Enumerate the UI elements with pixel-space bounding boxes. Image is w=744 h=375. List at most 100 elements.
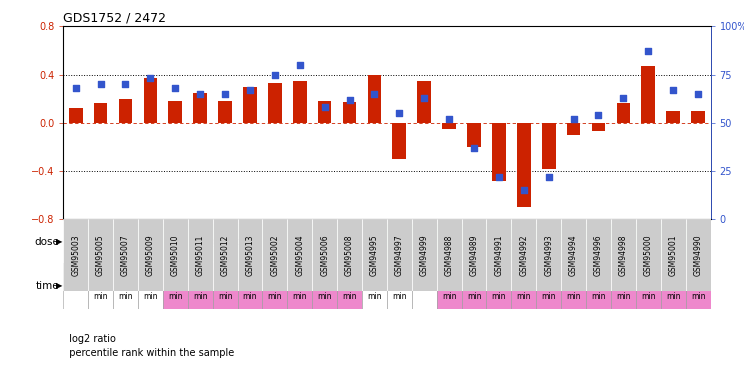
Point xyxy=(568,116,580,122)
Bar xyxy=(187,26,213,219)
Point xyxy=(468,145,480,151)
Text: 180: 180 xyxy=(641,273,655,282)
Point xyxy=(294,62,306,68)
Text: GSM95000: GSM95000 xyxy=(644,234,652,276)
Text: 2 g/L glucose: 2 g/L glucose xyxy=(499,237,574,247)
Text: GSM94991: GSM94991 xyxy=(495,234,504,276)
Bar xyxy=(437,262,461,309)
Point xyxy=(642,48,654,54)
Text: 5: 5 xyxy=(397,273,402,282)
Point xyxy=(170,85,182,91)
Text: min: min xyxy=(492,292,506,301)
Text: 10: 10 xyxy=(170,273,180,282)
Point xyxy=(543,174,555,180)
Text: GSM95013: GSM95013 xyxy=(246,234,254,276)
Bar xyxy=(63,262,88,309)
Bar xyxy=(237,262,263,309)
Text: 150: 150 xyxy=(342,273,357,282)
Bar xyxy=(461,26,487,219)
Bar xyxy=(343,102,356,123)
Text: min: min xyxy=(143,292,158,301)
Text: log2 ratio: log2 ratio xyxy=(63,334,116,344)
Text: min: min xyxy=(641,292,655,301)
Bar xyxy=(113,262,138,309)
Bar xyxy=(411,219,437,291)
Bar xyxy=(113,219,138,291)
Text: GSM95010: GSM95010 xyxy=(171,234,180,276)
Bar xyxy=(437,26,461,219)
Bar xyxy=(138,26,163,219)
Bar xyxy=(287,262,312,309)
Bar xyxy=(417,81,431,123)
Point xyxy=(269,72,280,78)
Text: ▶: ▶ xyxy=(56,281,62,290)
Bar xyxy=(667,111,680,123)
Point xyxy=(344,97,356,103)
Bar xyxy=(387,26,411,219)
Bar xyxy=(636,26,661,219)
Text: GSM95001: GSM95001 xyxy=(669,234,678,276)
Point xyxy=(443,116,455,122)
Bar xyxy=(213,219,237,291)
Bar xyxy=(63,223,362,261)
Point xyxy=(518,188,530,194)
Bar xyxy=(168,101,182,123)
Text: GSM95004: GSM95004 xyxy=(295,234,304,276)
Text: min: min xyxy=(93,292,108,301)
Bar xyxy=(536,26,561,219)
Point xyxy=(318,104,330,110)
Bar xyxy=(617,104,630,123)
Text: min: min xyxy=(118,292,132,301)
Text: min: min xyxy=(666,292,681,301)
Text: min: min xyxy=(591,292,606,301)
Bar xyxy=(511,26,536,219)
Bar xyxy=(661,219,686,291)
Text: min: min xyxy=(616,292,631,301)
Bar xyxy=(691,111,705,123)
Bar xyxy=(213,26,237,219)
Bar xyxy=(536,219,561,291)
Text: GSM94995: GSM94995 xyxy=(370,234,379,276)
Point xyxy=(618,95,629,101)
Text: min: min xyxy=(243,292,257,301)
Bar xyxy=(88,219,113,291)
Bar xyxy=(187,262,213,309)
Point xyxy=(244,87,256,93)
Text: 45: 45 xyxy=(270,273,280,282)
Bar xyxy=(268,83,282,123)
Bar xyxy=(641,66,655,123)
Text: min: min xyxy=(442,292,456,301)
Bar xyxy=(337,219,362,291)
Text: GSM95008: GSM95008 xyxy=(345,234,354,276)
Text: min: min xyxy=(368,292,382,301)
Bar xyxy=(118,99,132,123)
Bar xyxy=(487,26,511,219)
Bar xyxy=(611,262,636,309)
Text: min: min xyxy=(691,292,705,301)
Point xyxy=(692,91,704,97)
Text: GSM95011: GSM95011 xyxy=(196,234,205,276)
Point xyxy=(144,75,156,81)
Point xyxy=(94,81,106,87)
Bar xyxy=(686,26,711,219)
Bar xyxy=(437,219,461,291)
Point xyxy=(120,81,132,87)
Text: GDS1752 / 2472: GDS1752 / 2472 xyxy=(63,11,166,24)
Text: 20: 20 xyxy=(494,273,504,282)
Text: 120: 120 xyxy=(318,273,332,282)
Text: 6: 6 xyxy=(123,273,128,282)
Text: GSM94994: GSM94994 xyxy=(569,234,578,276)
Bar xyxy=(411,26,437,219)
Bar xyxy=(591,123,606,131)
Bar xyxy=(144,78,157,123)
Text: GSM95007: GSM95007 xyxy=(121,234,130,276)
Bar xyxy=(492,123,506,181)
Bar xyxy=(611,219,636,291)
Text: min: min xyxy=(542,292,556,301)
Text: 10: 10 xyxy=(444,273,454,282)
Bar xyxy=(163,262,187,309)
Text: GSM95005: GSM95005 xyxy=(96,234,105,276)
Text: min: min xyxy=(318,292,332,301)
Bar xyxy=(88,26,113,219)
Bar xyxy=(312,26,337,219)
